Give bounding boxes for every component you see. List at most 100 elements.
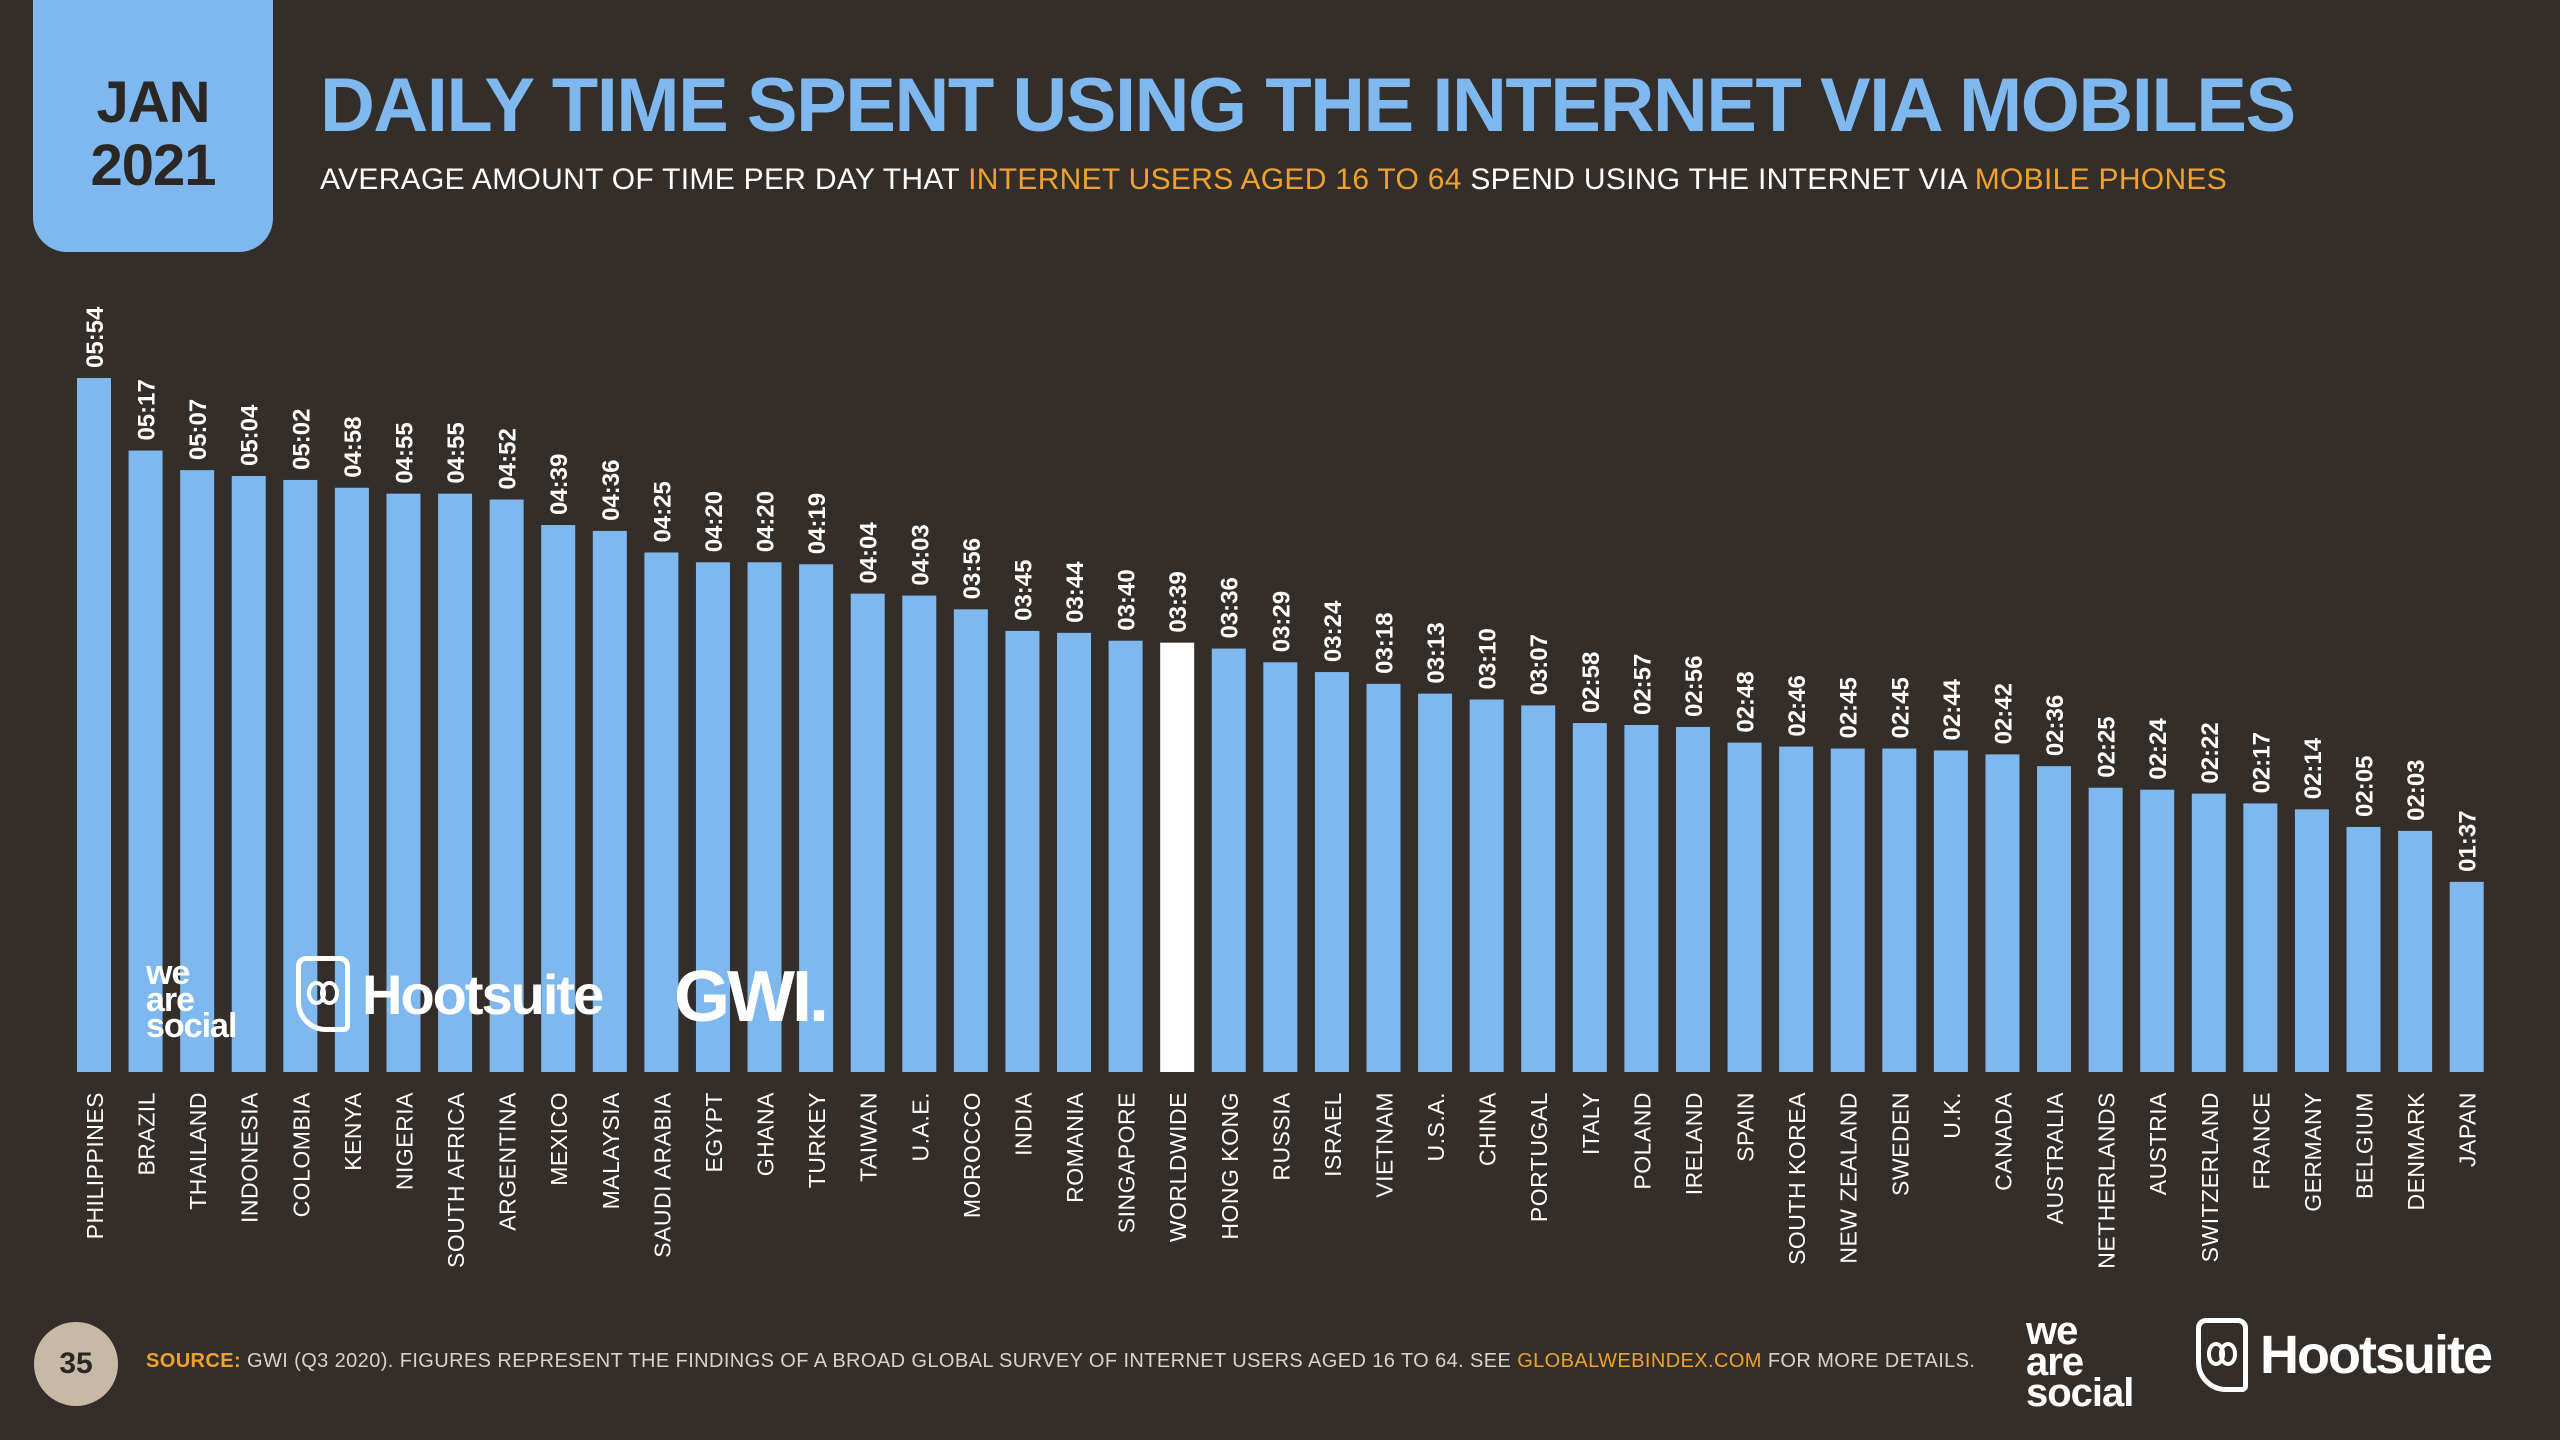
we-are-social-social: social [146,1007,237,1046]
bar-taiwan [850,593,885,1072]
bar-south-korea [1779,746,1814,1072]
bar-canada [1985,754,2020,1072]
date-year: 2021 [90,133,216,198]
bar-sweden [1882,748,1917,1072]
category-label: SOUTH KOREA [1784,1092,1810,1265]
value-label: 03:07 [1526,634,1553,695]
category-label: COLOMBIA [288,1092,314,1218]
footer-hootsuite-wordmark: Hootsuite [2260,1325,2493,1385]
footer-social: social [2026,1371,2134,1416]
category-label: GHANA [753,1092,779,1176]
value-label: 04:04 [856,522,883,584]
bar-ireland [1675,726,1710,1072]
value-label: 03:24 [1320,600,1347,662]
bar-india [1005,630,1040,1072]
bar-japan [2449,881,2484,1072]
bar-israel [1314,672,1349,1072]
bar-mexico [541,525,576,1072]
subtitle-part-2: SPEND USING THE INTERNET VIA [1461,163,1975,196]
bar-south-africa [438,493,473,1073]
value-label: 04:25 [649,481,676,542]
category-label: SINGAPORE [1114,1092,1140,1233]
we-are-social-logo: we are social [146,954,237,1046]
value-label: 02:24 [2145,718,2172,780]
footer-hootsuite-logo: Hootsuite [2196,1318,2493,1392]
category-label: PHILIPPINES [82,1092,108,1239]
bar-turkey [799,564,834,1072]
footer-owl-icon [2196,1318,2248,1392]
category-label: NEW ZEALAND [1836,1092,1862,1264]
value-label: 02:03 [2403,759,2430,820]
category-label: INDIA [1010,1092,1036,1156]
date-month: JAN [96,70,210,136]
category-label: SPAIN [1733,1092,1759,1162]
bar-switzerland [2191,793,2226,1072]
bar-poland [1624,725,1659,1072]
bar-russia [1263,662,1298,1072]
value-label: 02:58 [1578,652,1605,713]
category-label: MEXICO [546,1092,572,1186]
bar-saudi-arabia [644,552,679,1072]
category-label: CHINA [1475,1092,1501,1166]
bar-australia [2037,766,2072,1072]
source-link: GLOBALWEBINDEX.COM [1517,1350,1762,1372]
value-label: 04:19 [804,493,831,554]
bar-belgium [2346,826,2381,1072]
bar-ghana [747,562,782,1072]
bar-hong-kong [1211,648,1246,1072]
category-label: SAUDI ARABIA [649,1092,675,1258]
value-label: 02:46 [1784,675,1811,736]
bar-germany [2294,809,2329,1072]
value-label: 03:39 [1165,571,1192,632]
gwi-logo: GWI. [674,957,829,1037]
bar-malaysia [592,530,627,1072]
category-label: GERMANY [2300,1092,2326,1212]
bar-austria [2140,789,2175,1072]
source-text: GWI (Q3 2020). FIGURES REPRESENT THE FIN… [241,1350,1518,1372]
value-label: 03:56 [959,538,986,599]
page-number: 35 [34,1322,118,1406]
category-label: JAPAN [2455,1092,2481,1167]
source-label: SOURCE: [146,1350,242,1372]
category-label: ARGENTINA [495,1092,521,1231]
value-label: 04:58 [340,416,367,477]
category-label: U.K. [1939,1092,1965,1139]
category-label: BRAZIL [134,1092,160,1176]
value-label: 02:56 [1681,656,1708,717]
bar-netherlands [2088,787,2123,1072]
value-label: 02:42 [1990,683,2017,744]
category-label: CANADA [1990,1092,2016,1191]
bar-france [2243,803,2278,1072]
category-label: SWEDEN [1887,1092,1913,1196]
bar-new-zealand [1830,748,1865,1072]
category-label: ISRAEL [1320,1092,1346,1177]
value-label: 02:48 [1733,671,1760,732]
date-badge: JAN 2021 [33,0,273,252]
subtitle-highlight-1: INTERNET USERS AGED 16 TO 64 [968,163,1462,196]
page-title: DAILY TIME SPENT USING THE INTERNET VIA … [320,63,2296,148]
we-are-social-we: we [146,954,190,992]
we-are-social-are: are [146,980,195,1019]
value-label: 04:03 [907,524,934,585]
value-label: 02:57 [1629,654,1656,715]
value-label: 03:18 [1372,612,1399,673]
category-label: BELGIUM [2352,1092,2378,1199]
category-label: NETHERLANDS [2094,1092,2120,1269]
bar-portugal [1521,705,1556,1072]
bar-singapore [1108,640,1143,1072]
value-label: 02:14 [2300,737,2327,799]
bar-u-s-a [1418,693,1453,1072]
value-label: 02:44 [1939,678,1966,740]
value-label: 04:20 [701,491,728,552]
hootsuite-wordmark: Hootsuite [362,962,604,1026]
value-label: 05:17 [134,379,161,440]
category-label: SWITZERLAND [2197,1092,2223,1262]
footer-are: are [2026,1340,2084,1385]
bar-china [1469,699,1504,1072]
value-label: 05:04 [237,404,264,466]
value-label: 03:29 [1268,591,1295,652]
value-label: 02:05 [2352,756,2379,817]
hootsuite-logo: Hootsuite [296,956,604,1032]
value-label: 03:13 [1423,622,1450,683]
category-label: FRANCE [2248,1092,2274,1190]
